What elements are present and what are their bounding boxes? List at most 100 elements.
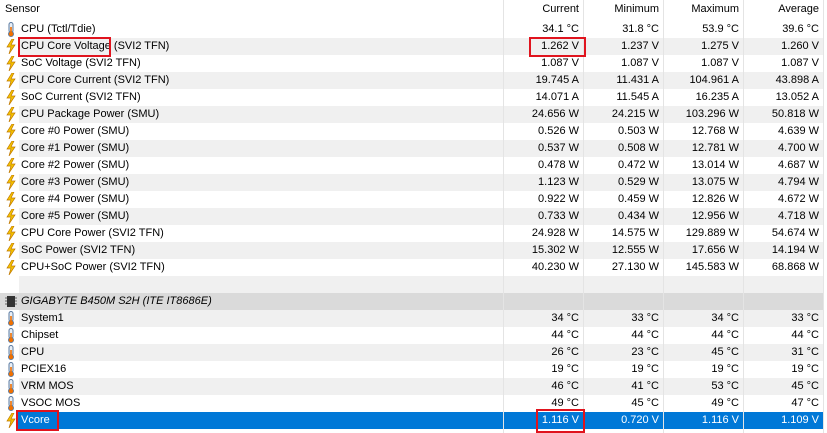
sensor-name: Core #5 Power (SMU) [21,210,130,222]
value-minimum: 0.472 W [618,159,659,171]
group-header-row[interactable]: GIGABYTE B450M S2H (ITE IT8686E) [0,293,827,310]
value-minimum: 12.555 W [611,244,659,256]
value-average: 47 °C [791,397,819,409]
value-maximum: 16.235 A [695,91,739,103]
value-current: 44 °C [551,329,579,341]
table-row[interactable]: Core #0 Power (SMU) 0.526 W 0.503 W 12.768 … [0,123,827,140]
header-current[interactable]: Current [542,3,579,15]
value-average: 1.087 V [781,57,819,69]
value-average: 14.194 W [771,244,819,256]
table-row[interactable]: CPU+SoC Power (SVI2 TFN) 40.230 W 27.130 W… [0,259,827,276]
row-background [19,140,823,157]
sensor-name: Core #4 Power (SMU) [21,193,130,205]
table-row[interactable]: Core #2 Power (SMU) 0.478 W 0.472 W 13.014 … [0,157,827,174]
table-row[interactable]: Core #1 Power (SMU) 0.537 W 0.508 W 12.781 … [0,140,827,157]
table-row[interactable]: SoC Power (SVI2 TFN) 15.302 W 12.555 W 17.6… [0,242,827,259]
value-average: 33 °C [791,312,819,324]
table-row[interactable]: CPU Core Current (SVI2 TFN) 19.745 A 11.43… [0,72,827,89]
column-divider [663,0,664,433]
value-maximum: 1.116 V [701,414,739,426]
value-average: 1.260 V [781,40,819,52]
column-header: Sensor Current Minimum Maximum Average [0,0,827,20]
table-row[interactable]: Vcore 1.116 V 0.720 V 1.116 V 1.109 V [0,412,827,429]
value-current: 34.1 °C [542,23,579,35]
header-maximum[interactable]: Maximum [691,3,739,15]
value-average: 4.687 W [778,159,819,171]
lightning-icon [5,174,17,191]
value-average: 50.818 W [771,108,819,120]
row-background [19,38,823,55]
value-minimum: 19 °C [631,363,659,375]
value-average: 4.672 W [778,193,819,205]
lightning-icon [5,259,17,276]
value-minimum: 27.130 W [611,261,659,273]
value-maximum: 12.956 W [691,210,739,222]
sensor-name: CPU Package Power (SMU) [21,108,160,120]
sensor-name: CPU Core Voltage (SVI2 TFN) [21,40,170,52]
table-row[interactable]: Core #3 Power (SMU) 1.123 W 0.529 W 13.075 … [0,174,827,191]
value-average: 4.794 W [778,176,819,188]
value-current: 0.922 W [538,193,579,205]
table-row[interactable]: CPU Package Power (SMU) 24.656 W 24.215 W 1… [0,106,827,123]
table-row[interactable]: VSOC MOS 49 °C 45 °C 49 °C 47 °C [0,395,827,412]
value-maximum: 103.296 W [685,108,739,120]
row-background [17,412,823,429]
sensor-name: Core #2 Power (SMU) [21,159,130,171]
value-current: 26 °C [551,346,579,358]
table-row[interactable]: SoC Current (SVI2 TFN) 14.071 A 11.545 A 16… [0,89,827,106]
value-average: 4.718 W [778,210,819,222]
sensor-name: Core #1 Power (SMU) [21,142,130,154]
table-row[interactable]: CPU 26 °C 23 °C 45 °C 31 °C [0,344,827,361]
table-row[interactable]: Core #4 Power (SMU) 0.922 W 0.459 W 12.826 … [0,191,827,208]
lightning-icon [5,106,17,123]
value-minimum: 0.459 W [618,193,659,205]
sensor-name: CPU+SoC Power (SVI2 TFN) [21,261,165,273]
value-average: 4.639 W [778,125,819,137]
value-minimum: 24.215 W [611,108,659,120]
chip-icon [5,294,17,309]
header-sensor[interactable]: Sensor [5,3,40,15]
lightning-icon [5,38,17,55]
lightning-icon [5,89,17,106]
value-current: 14.071 A [535,91,579,103]
sensor-name: VSOC MOS [21,397,81,409]
value-average: 19 °C [791,363,819,375]
table-row[interactable]: System1 34 °C 33 °C 34 °C 33 °C [0,310,827,327]
table-row[interactable] [0,276,827,293]
table-row[interactable]: Core #5 Power (SMU) 0.733 W 0.434 W 12.956 … [0,208,827,225]
value-average: 43.898 A [775,74,819,86]
value-maximum: 13.075 W [691,176,739,188]
value-current: 40.230 W [531,261,579,273]
value-minimum: 1.237 V [621,40,659,52]
value-current: 1.087 V [541,57,579,69]
value-maximum: 12.768 W [691,125,739,137]
table-row[interactable]: PCIEX16 19 °C 19 °C 19 °C 19 °C [0,361,827,378]
header-average[interactable]: Average [778,3,819,15]
row-background [19,106,823,123]
value-current: 1.262 V [541,40,579,52]
sensor-name: Core #3 Power (SMU) [21,176,130,188]
header-minimum[interactable]: Minimum [614,3,659,15]
sensor-name: CPU Core Power (SVI2 TFN) [21,227,164,239]
table-row[interactable]: VRM MOS 46 °C 41 °C 53 °C 45 °C [0,378,827,395]
value-maximum: 19 °C [711,363,739,375]
sensor-name: CPU Core Current (SVI2 TFN) [21,74,170,86]
value-average: 44 °C [791,329,819,341]
value-average: 68.868 W [771,261,819,273]
value-current: 34 °C [551,312,579,324]
value-maximum: 12.781 W [691,142,739,154]
sensor-name: SoC Power (SVI2 TFN) [21,244,136,256]
table-row[interactable]: CPU Core Power (SVI2 TFN) 24.928 W 14.575 … [0,225,827,242]
value-maximum: 45 °C [711,346,739,358]
table-row[interactable]: Chipset 44 °C 44 °C 44 °C 44 °C [0,327,827,344]
table-row[interactable]: CPU (Tctl/Tdie) 34.1 °C 31.8 °C 53.9 °C 39.6… [0,21,827,38]
value-current: 15.302 W [531,244,579,256]
value-minimum: 33 °C [631,312,659,324]
thermometer-icon [5,22,17,37]
table-row[interactable]: CPU Core Voltage (SVI2 TFN) 1.262 V 1.237 … [0,38,827,55]
thermometer-icon [5,345,17,360]
value-minimum: 11.545 A [616,91,659,103]
value-maximum: 44 °C [711,329,739,341]
sensor-name: CPU (Tctl/Tdie) [21,23,96,35]
table-row[interactable]: SoC Voltage (SVI2 TFN) 1.087 V 1.087 V 1.08… [0,55,827,72]
